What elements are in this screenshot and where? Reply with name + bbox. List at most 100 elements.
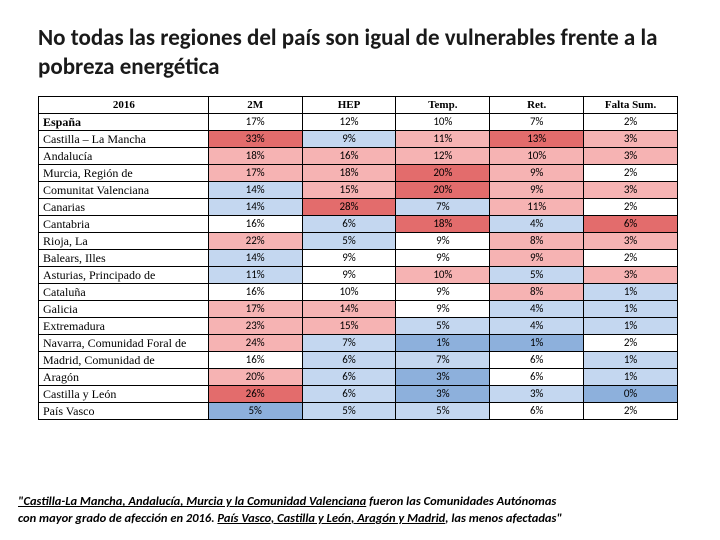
footer-l2-underline: País Vasco, Castilla y León, Aragón y Ma… <box>217 511 445 526</box>
footer-l2c: , las menos afectadas" <box>445 511 562 526</box>
value-cell: 3% <box>490 385 584 402</box>
region-cell: Canarias <box>39 198 209 215</box>
table-row: Cataluña16%10%9%8%1% <box>39 283 678 300</box>
region-cell: País Vasco <box>39 402 209 419</box>
region-cell: Galicia <box>39 300 209 317</box>
value-cell: 6% <box>584 215 678 232</box>
table-body: España17%12%10%7%2%Castilla – La Mancha3… <box>39 113 678 419</box>
value-cell: 15% <box>302 317 396 334</box>
value-cell: 14% <box>208 249 302 266</box>
region-cell: Cantabria <box>39 215 209 232</box>
value-cell: 14% <box>302 300 396 317</box>
table-row: Andalucía18%16%12%10%3% <box>39 147 678 164</box>
value-cell: 1% <box>396 334 490 351</box>
table-row: Murcia, Región de17%18%20%9%2% <box>39 164 678 181</box>
slide: No todas las regiones del país son igual… <box>0 0 720 540</box>
value-cell: 2% <box>584 402 678 419</box>
value-cell: 12% <box>396 147 490 164</box>
table-row: Galicia17%14%9%4%1% <box>39 300 678 317</box>
value-cell: 9% <box>490 164 584 181</box>
value-cell: 4% <box>490 300 584 317</box>
value-cell: 8% <box>490 232 584 249</box>
table-row: Canarias14%28%7%11%2% <box>39 198 678 215</box>
table-row: Extremadura23%15%5%4%1% <box>39 317 678 334</box>
value-cell: 5% <box>396 402 490 419</box>
region-cell: Castilla y León <box>39 385 209 402</box>
value-cell: 18% <box>208 147 302 164</box>
table-row: Balears, Illes14%9%9%9%2% <box>39 249 678 266</box>
region-cell: Balears, Illes <box>39 249 209 266</box>
region-cell: España <box>39 113 209 130</box>
value-cell: 9% <box>396 249 490 266</box>
region-cell: Comunitat Valenciana <box>39 181 209 198</box>
table-row: Comunitat Valenciana14%15%20%9%3% <box>39 181 678 198</box>
region-cell: Cataluña <box>39 283 209 300</box>
value-cell: 1% <box>584 300 678 317</box>
header-col-1: HEP <box>302 96 396 113</box>
page-title: No todas las regiones del país son igual… <box>38 24 682 82</box>
value-cell: 9% <box>396 283 490 300</box>
value-cell: 16% <box>208 283 302 300</box>
region-cell: Castilla – La Mancha <box>39 130 209 147</box>
value-cell: 3% <box>396 385 490 402</box>
region-cell: Andalucía <box>39 147 209 164</box>
value-cell: 1% <box>584 351 678 368</box>
table-row: Rioja, La22%5%9%8%3% <box>39 232 678 249</box>
value-cell: 28% <box>302 198 396 215</box>
value-cell: 14% <box>208 181 302 198</box>
value-cell: 3% <box>584 147 678 164</box>
value-cell: 6% <box>302 385 396 402</box>
value-cell: 9% <box>490 249 584 266</box>
region-cell: Aragón <box>39 368 209 385</box>
value-cell: 1% <box>490 334 584 351</box>
header-year: 2016 <box>39 96 209 113</box>
value-cell: 11% <box>396 130 490 147</box>
table-row: Cantabria16%6%18%4%6% <box>39 215 678 232</box>
region-cell: Asturias, Principado de <box>39 266 209 283</box>
value-cell: 7% <box>490 113 584 130</box>
table-row: Asturias, Principado de11%9%10%5%3% <box>39 266 678 283</box>
value-cell: 20% <box>396 164 490 181</box>
value-cell: 20% <box>396 181 490 198</box>
value-cell: 10% <box>490 147 584 164</box>
region-cell: Navarra, Comunidad Foral de <box>39 334 209 351</box>
value-cell: 2% <box>584 198 678 215</box>
region-cell: Madrid, Comunidad de <box>39 351 209 368</box>
value-cell: 16% <box>302 147 396 164</box>
value-cell: 6% <box>490 368 584 385</box>
value-cell: 4% <box>490 215 584 232</box>
value-cell: 8% <box>490 283 584 300</box>
value-cell: 11% <box>490 198 584 215</box>
value-cell: 17% <box>208 164 302 181</box>
value-cell: 18% <box>302 164 396 181</box>
value-cell: 2% <box>584 334 678 351</box>
value-cell: 3% <box>584 266 678 283</box>
value-cell: 6% <box>302 351 396 368</box>
value-cell: 26% <box>208 385 302 402</box>
value-cell: 6% <box>490 402 584 419</box>
value-cell: 23% <box>208 317 302 334</box>
data-table: 2016 2M HEP Temp. Ret. Falta Sum. España… <box>38 96 678 420</box>
table-row: Castilla y León26%6%3%3%0% <box>39 385 678 402</box>
value-cell: 9% <box>396 300 490 317</box>
header-col-4: Falta Sum. <box>584 96 678 113</box>
value-cell: 9% <box>302 130 396 147</box>
value-cell: 10% <box>396 266 490 283</box>
value-cell: 4% <box>490 317 584 334</box>
value-cell: 2% <box>584 164 678 181</box>
region-cell: Rioja, La <box>39 232 209 249</box>
value-cell: 13% <box>490 130 584 147</box>
value-cell: 0% <box>584 385 678 402</box>
value-cell: 3% <box>584 181 678 198</box>
value-cell: 15% <box>302 181 396 198</box>
value-cell: 18% <box>396 215 490 232</box>
region-cell: Extremadura <box>39 317 209 334</box>
value-cell: 16% <box>208 351 302 368</box>
value-cell: 9% <box>490 181 584 198</box>
value-cell: 1% <box>584 283 678 300</box>
table-row: País Vasco5%5%5%6%2% <box>39 402 678 419</box>
footer-l1-rest: fueron las Comunidades Autónomas <box>366 494 556 509</box>
value-cell: 3% <box>584 232 678 249</box>
value-cell: 5% <box>396 317 490 334</box>
value-cell: 9% <box>302 266 396 283</box>
